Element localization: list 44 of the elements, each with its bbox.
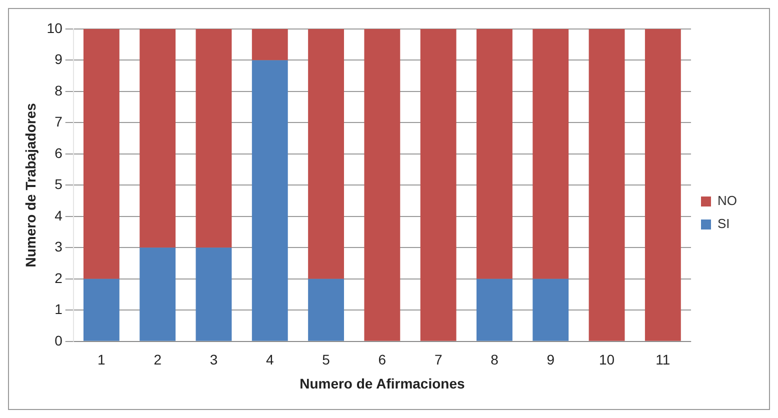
bar [532,29,569,279]
bar [644,29,681,341]
bar [252,29,288,60]
bar [364,29,400,341]
y-tick-label: 5 [54,176,63,192]
bar [588,29,625,341]
y-tick-label: 6 [54,144,63,161]
x-tick-label: 3 [210,352,218,368]
x-tick-label: 1 [98,352,106,368]
y-tick-label: 1 [54,301,63,318]
x-tick-label: 11 [656,352,670,368]
y-tick-label: 7 [54,114,63,130]
bar [476,278,512,341]
y-tick-label: 9 [54,51,63,68]
bar [196,29,232,248]
x-tick-label: 7 [434,352,442,368]
bar [83,29,120,279]
bar [420,29,456,341]
y-tick-label: 10 [46,20,63,36]
x-tick-label: 2 [154,352,162,368]
x-tick-label: 8 [490,352,499,368]
x-tick-label: 10 [598,352,615,368]
legend-label: NO [718,193,737,208]
x-tick-label: 4 [266,352,274,368]
bar [140,29,176,248]
bar [83,278,120,341]
x-tick-label: 6 [378,352,386,368]
y-tick-label: 0 [54,332,63,348]
bar [308,29,344,279]
y-tick-label: 4 [54,207,63,224]
bar [476,29,512,279]
x-axis-title: Numero de Afirmaciones [300,375,465,392]
bar [196,248,232,341]
y-axis-title: Numero de Trabajadores [22,102,38,268]
y-tick-label: 3 [54,238,63,255]
y-tick-label: 8 [54,82,63,98]
bar [140,248,176,341]
bar [308,278,344,341]
x-tick-label: 5 [322,352,330,368]
bar [252,60,288,341]
y-tick-label: 2 [54,270,63,286]
bar [532,278,569,341]
legend-label: SI [718,216,730,232]
x-tick-label: 9 [546,352,555,368]
